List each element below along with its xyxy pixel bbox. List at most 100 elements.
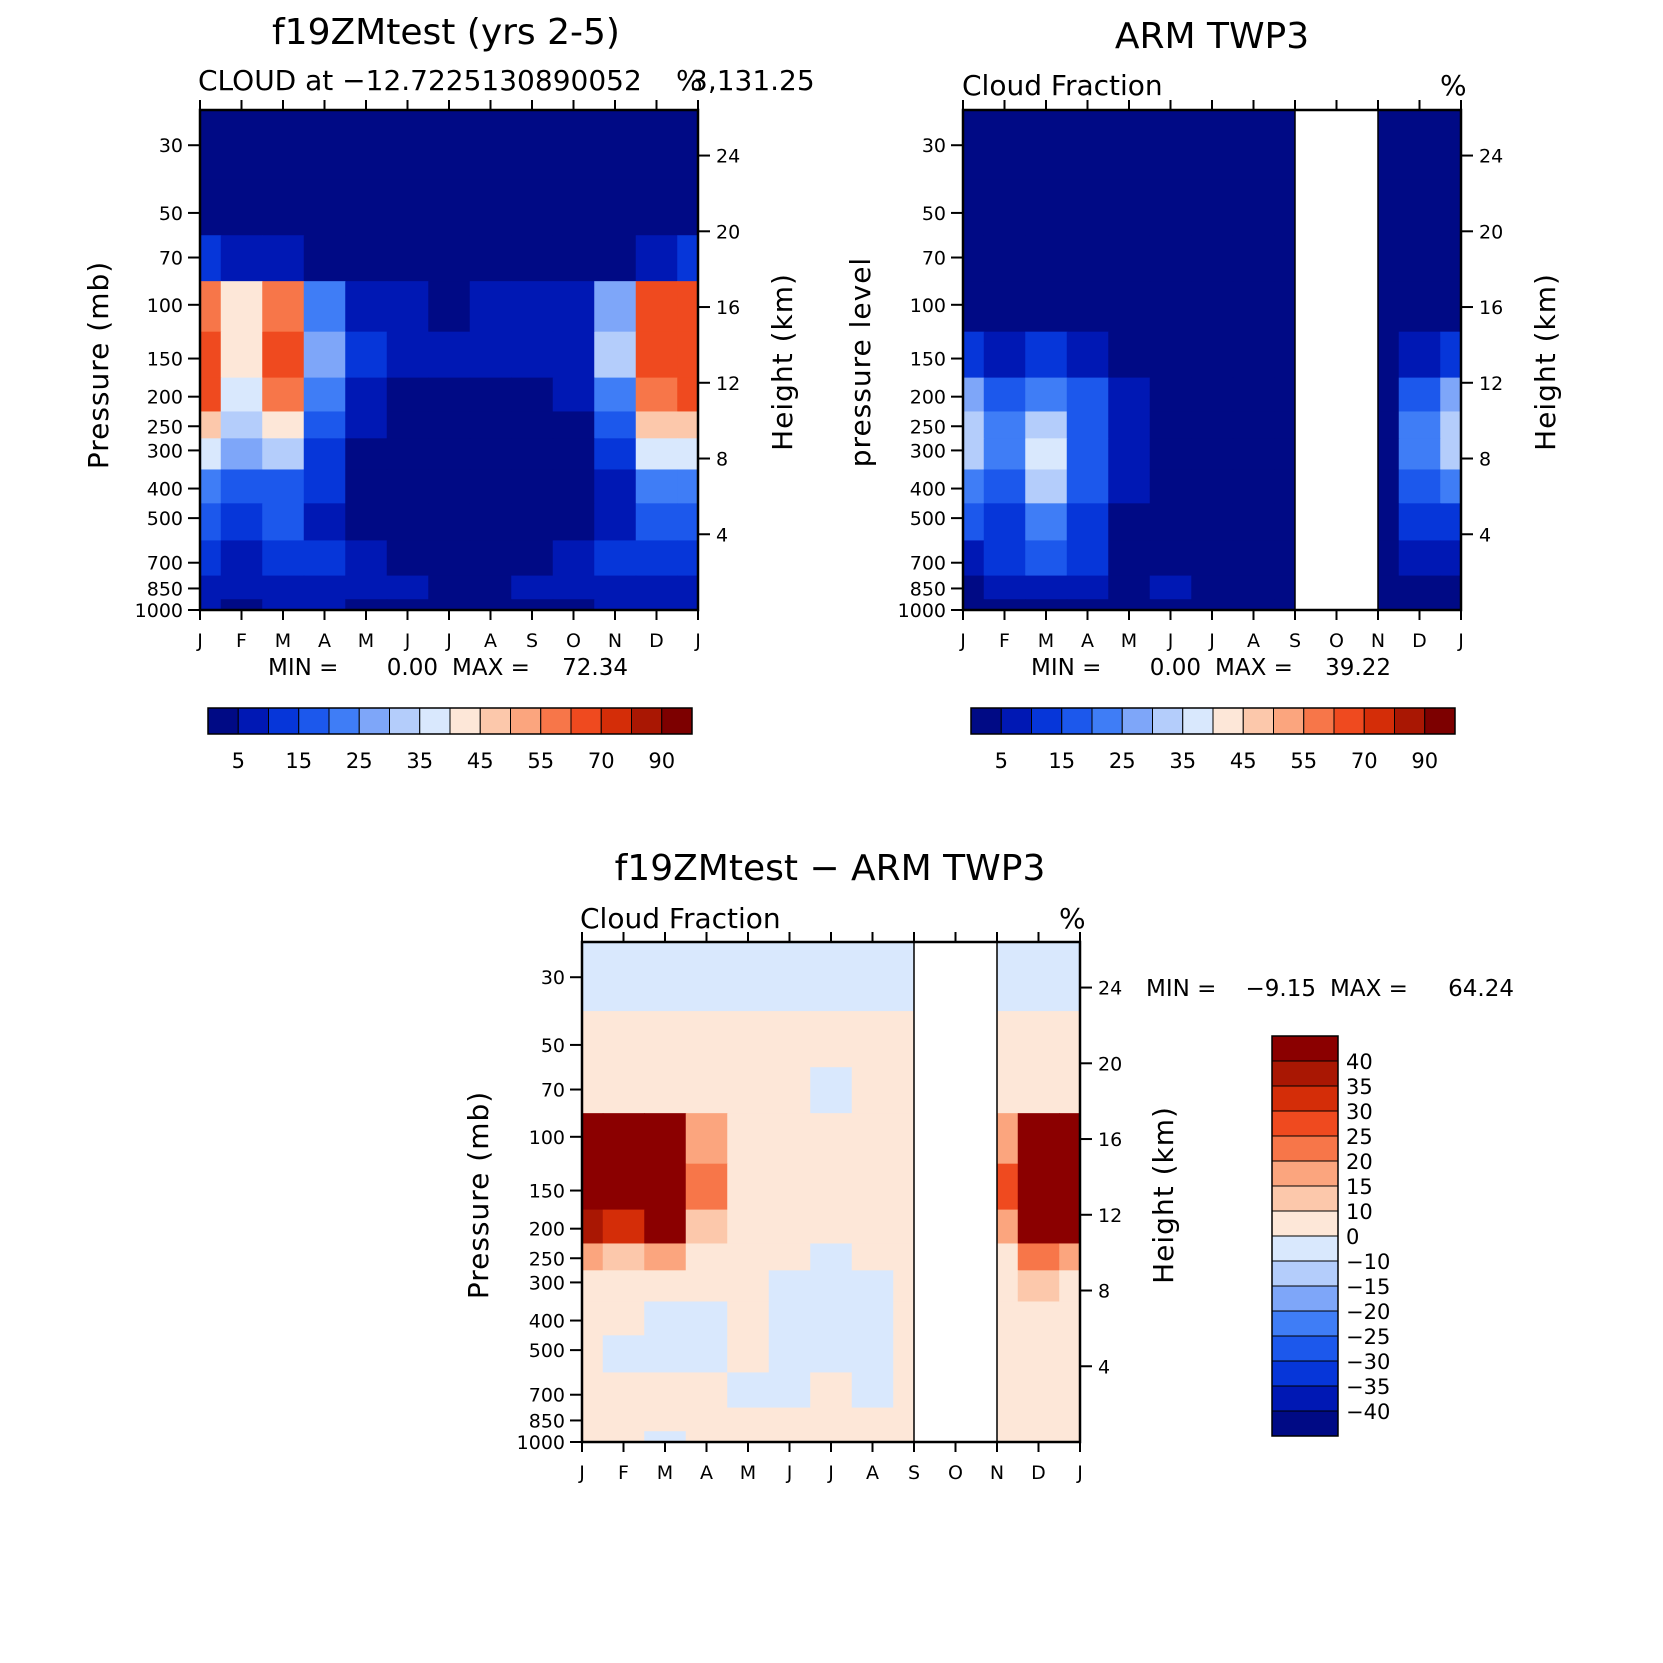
diff-colorbar-swatch bbox=[1271, 1035, 1339, 1062]
diff-height-tick-label: 8 bbox=[1098, 1281, 1110, 1303]
model-cell bbox=[345, 411, 388, 439]
model-xtick-label: J bbox=[196, 630, 203, 652]
obs-cell bbox=[963, 599, 985, 611]
diff-cell bbox=[1017, 1301, 1060, 1336]
diff-colorbar-label: −20 bbox=[1346, 1300, 1390, 1324]
diff-cell bbox=[602, 1163, 645, 1211]
model-subtitle: CLOUD at −12.7225130890052 bbox=[198, 64, 642, 97]
obs-cell bbox=[1066, 377, 1109, 413]
obs-cell bbox=[1149, 235, 1192, 282]
model-cell bbox=[345, 281, 388, 333]
model-colorbar-label: 55 bbox=[527, 749, 554, 773]
diff-xtick-label: O bbox=[948, 1462, 963, 1484]
obs-xtick-label: O bbox=[1329, 630, 1344, 652]
obs-cell bbox=[1398, 540, 1441, 577]
panel-obs: ARM TWP3 Cloud Fraction % 30 50 70 100 150 20… bbox=[844, 16, 1562, 773]
obs-colorbar-swatch bbox=[1394, 707, 1426, 735]
obs-cell bbox=[1108, 540, 1151, 577]
diff-colorbar-frame bbox=[1271, 1035, 1339, 1437]
diff-cell bbox=[685, 1011, 728, 1068]
diff-colorbar-swatch bbox=[1271, 1060, 1339, 1087]
obs-ytick-label: 50 bbox=[922, 203, 946, 225]
model-cell bbox=[200, 110, 222, 180]
obs-cell bbox=[1108, 331, 1151, 379]
model-cell bbox=[428, 377, 471, 413]
obs-ylabel-right: Height (km) bbox=[1529, 273, 1562, 451]
diff-cell bbox=[582, 942, 604, 1012]
diff-colorbar-label: 20 bbox=[1346, 1150, 1373, 1174]
diff-ytick-label: 50 bbox=[541, 1035, 565, 1057]
diff-colorbar-label: −15 bbox=[1346, 1275, 1390, 1299]
diff-colorbar-label: 15 bbox=[1346, 1175, 1373, 1199]
obs-cell bbox=[1440, 469, 1462, 504]
model-cell bbox=[511, 110, 554, 180]
model-cell bbox=[677, 235, 699, 282]
obs-cell bbox=[1149, 110, 1192, 180]
obs-cell bbox=[1108, 235, 1151, 282]
model-plot-frame bbox=[198, 108, 700, 612]
model-cell bbox=[386, 235, 429, 282]
model-cell bbox=[428, 438, 471, 471]
model-cell bbox=[677, 281, 699, 333]
obs-min-value: 0.00 bbox=[1150, 655, 1201, 681]
diff-cell bbox=[727, 1270, 770, 1303]
obs-cell bbox=[1108, 281, 1151, 333]
obs-cell bbox=[1232, 503, 1275, 542]
diff-xtick-label: J bbox=[578, 1462, 585, 1484]
model-cell bbox=[469, 235, 512, 282]
diff-min-label: MIN = bbox=[1146, 976, 1216, 1002]
obs-cell bbox=[1025, 599, 1068, 611]
model-ytick-label: 50 bbox=[159, 203, 183, 225]
obs-cell bbox=[1191, 179, 1234, 236]
obs-cell bbox=[1191, 281, 1234, 333]
model-cell bbox=[303, 377, 346, 413]
diff-ytick-label: 150 bbox=[529, 1181, 565, 1203]
diff-cell bbox=[1017, 1335, 1060, 1374]
model-cell bbox=[220, 438, 263, 471]
obs-cell bbox=[1232, 179, 1275, 236]
obs-cell bbox=[1398, 503, 1441, 542]
obs-cell bbox=[963, 235, 985, 282]
diff-cell bbox=[644, 1270, 687, 1303]
model-colorbar-swatch bbox=[389, 707, 421, 735]
diff-xtick-label: J bbox=[827, 1462, 834, 1484]
obs-height-tick-label: 12 bbox=[1479, 373, 1503, 395]
model-cell bbox=[262, 110, 305, 180]
obs-cell bbox=[963, 377, 985, 413]
model-cell bbox=[220, 575, 263, 600]
diff-cell bbox=[810, 1113, 853, 1165]
diff-cell bbox=[602, 1113, 645, 1165]
diff-height-tick-label: 12 bbox=[1098, 1205, 1122, 1227]
diff-missing-data-band bbox=[914, 942, 997, 1442]
diff-cell bbox=[727, 1163, 770, 1211]
obs-cell bbox=[1066, 331, 1109, 379]
obs-cell bbox=[1191, 110, 1234, 180]
model-cell bbox=[677, 377, 699, 413]
model-cell bbox=[635, 235, 678, 282]
diff-cell bbox=[727, 1067, 770, 1114]
model-xtick-label: J bbox=[404, 630, 411, 652]
model-cell bbox=[303, 469, 346, 504]
obs-colorbar-swatch bbox=[1424, 707, 1456, 735]
obs-ytick-label: 70 bbox=[922, 248, 946, 270]
diff-cell bbox=[727, 1431, 770, 1443]
diff-cell bbox=[768, 1209, 811, 1245]
diff-xtick-label: F bbox=[618, 1462, 629, 1484]
diff-cell bbox=[851, 1301, 894, 1336]
obs-cell bbox=[963, 331, 985, 379]
diff-unit: % bbox=[1059, 902, 1086, 935]
model-colorbar-swatch bbox=[358, 707, 390, 735]
obs-cell bbox=[1398, 235, 1441, 282]
obs-cell bbox=[1232, 235, 1275, 282]
model-cell bbox=[303, 575, 346, 600]
diff-ytick-label: 70 bbox=[541, 1080, 565, 1102]
obs-cell bbox=[1398, 281, 1441, 333]
model-height-tick-label: 24 bbox=[716, 146, 740, 168]
diff-xtick-label: A bbox=[866, 1462, 879, 1484]
obs-cell bbox=[1108, 438, 1151, 471]
obs-cell bbox=[1149, 179, 1192, 236]
obs-colorbar-swatch bbox=[1212, 707, 1244, 735]
model-cell bbox=[200, 599, 222, 611]
diff-cell bbox=[602, 1301, 645, 1336]
